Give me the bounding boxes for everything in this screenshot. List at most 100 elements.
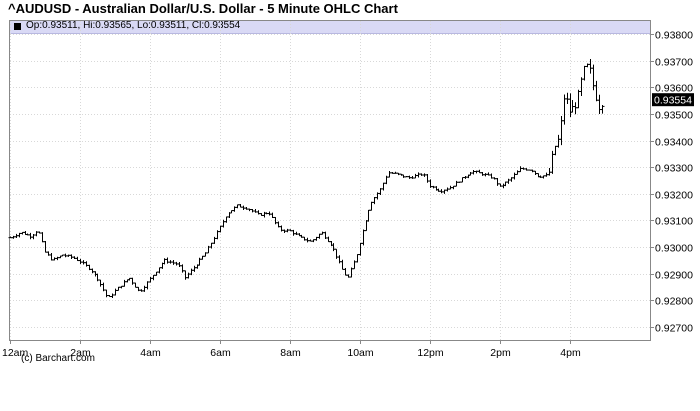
ohlc-bar xyxy=(110,293,115,299)
y-tick-label: 0.92900 xyxy=(655,270,693,282)
last-price-label: 0.93554 xyxy=(654,95,692,107)
y-tick-label: 0.93300 xyxy=(655,163,693,175)
ohlc-bar xyxy=(133,282,138,288)
ohlc-bar xyxy=(218,225,223,233)
ohlc-bar xyxy=(291,229,296,236)
ohlc-bar xyxy=(40,232,45,243)
ohlc-bar xyxy=(553,145,558,156)
ohlc-bar xyxy=(576,89,581,109)
x-tick-label: 12am xyxy=(2,347,29,359)
ohlc-bar xyxy=(579,77,584,96)
ohlc-bar xyxy=(361,229,366,246)
ohlc-bar xyxy=(512,172,517,180)
x-tick-label: 8am xyxy=(280,347,301,359)
ohlc-bar xyxy=(113,288,118,296)
ohlc-legend-bar: Op:0.93511, Hi:0.93565, Lo:0.93511, Cl:0… xyxy=(9,20,650,34)
x-tick-label: 10am xyxy=(347,347,374,359)
ohlc-bar xyxy=(28,232,33,240)
x-tick-label: 4pm xyxy=(560,347,581,359)
ohlc-bar xyxy=(151,274,156,281)
chart-title: ^AUDUSD - Australian Dollar/U.S. Dollar … xyxy=(8,1,398,16)
ohlc-bar xyxy=(192,265,197,272)
x-tick-label: 6am xyxy=(210,347,231,359)
ohlc-bar xyxy=(573,102,578,115)
y-tick-label: 0.93800 xyxy=(655,30,693,42)
ohlc-bar xyxy=(468,171,473,176)
y-tick-label: 0.93400 xyxy=(655,137,693,149)
ohlc-bar xyxy=(600,105,605,114)
y-tick-label: 0.93500 xyxy=(655,110,693,122)
y-axis: 0.92700 0.92800 0.92900 0.93000 0.93100 0.932… xyxy=(650,30,693,335)
ohlc-bar xyxy=(416,172,421,178)
legend-marker-icon xyxy=(14,23,21,30)
x-tick-label: 12pm xyxy=(417,347,444,359)
ohlc-bar xyxy=(533,170,538,176)
y-tick-label: 0.92800 xyxy=(655,296,693,308)
ohlc-bar xyxy=(93,271,98,277)
ohlc-bar xyxy=(221,219,226,228)
y-tick-label: 0.93200 xyxy=(655,190,693,202)
ohlc-bar xyxy=(267,211,272,216)
y-tick-label: 0.93600 xyxy=(655,83,693,95)
last-price-box xyxy=(652,93,694,107)
ohlc-bar xyxy=(355,254,360,263)
ohlc-bar xyxy=(460,177,465,183)
x-tick-label: 4am xyxy=(140,347,161,359)
ohlc-bar xyxy=(104,289,109,298)
ohlc-bar xyxy=(515,170,520,175)
ohlc-bar xyxy=(130,277,135,285)
ohlc-bars-layer xyxy=(8,58,605,299)
plot-frame xyxy=(9,20,651,341)
ohlc-bar xyxy=(43,240,48,253)
y-tick-label: 0.93700 xyxy=(655,57,693,69)
ohlc-bar xyxy=(454,180,459,187)
ohlc-bar xyxy=(90,268,95,274)
ohlc-bar xyxy=(122,279,127,287)
ohlc-legend-text: Op:0.93511, Hi:0.93565, Lo:0.93511, Cl:0… xyxy=(26,20,241,31)
ohlc-bar xyxy=(501,183,506,189)
y-tick-label: 0.93100 xyxy=(655,216,693,228)
ohlc-bar xyxy=(495,178,500,186)
ohlc-bar xyxy=(11,235,16,239)
ohlc-bar xyxy=(186,272,191,279)
ohlc-bar xyxy=(98,279,103,287)
ohlc-bar xyxy=(597,94,602,115)
ohlc-bar xyxy=(594,80,599,102)
ohlc-bar xyxy=(285,228,290,233)
ohlc-bar xyxy=(183,270,188,280)
ohlc-bar xyxy=(439,189,444,194)
ohlc-bar xyxy=(480,172,485,176)
ohlc-bar xyxy=(49,252,54,261)
ohlc-bar xyxy=(305,237,310,243)
ohlc-bar xyxy=(582,65,587,81)
ohlc-bar xyxy=(387,170,392,178)
ohlc-bar xyxy=(358,242,363,256)
last-price-marker: 0.93554 xyxy=(652,93,694,107)
ohlc-bar xyxy=(471,169,476,175)
ohlc-bar xyxy=(171,259,176,265)
ohlc-bar xyxy=(381,182,386,191)
ohlc-bar xyxy=(326,236,331,243)
ohlc-bar xyxy=(568,93,573,118)
x-tick-label: 2pm xyxy=(490,347,511,359)
ohlc-bar xyxy=(366,209,371,222)
ohlc-bar xyxy=(518,166,523,173)
y-tick-label: 0.92700 xyxy=(655,323,693,335)
ohlc-bar xyxy=(157,267,162,274)
ohlc-bar xyxy=(364,220,369,232)
ohlc-bar xyxy=(565,92,570,105)
ohlc-bar xyxy=(148,276,153,283)
ohlc-bar xyxy=(180,264,185,273)
x-tick-label: 2am xyxy=(70,347,91,359)
watermark: (c) Barchart.com xyxy=(21,353,95,364)
ohlc-bar xyxy=(78,258,83,264)
ohlc-bar xyxy=(591,64,596,91)
ohlc-bar xyxy=(189,268,194,276)
ohlc-bar xyxy=(212,236,217,244)
ohlc-bar xyxy=(369,201,374,211)
ohlc-bar xyxy=(340,259,345,270)
ohlc-bar xyxy=(224,216,229,223)
ohlc-bar xyxy=(142,285,147,292)
ohlc-bar xyxy=(165,257,170,264)
